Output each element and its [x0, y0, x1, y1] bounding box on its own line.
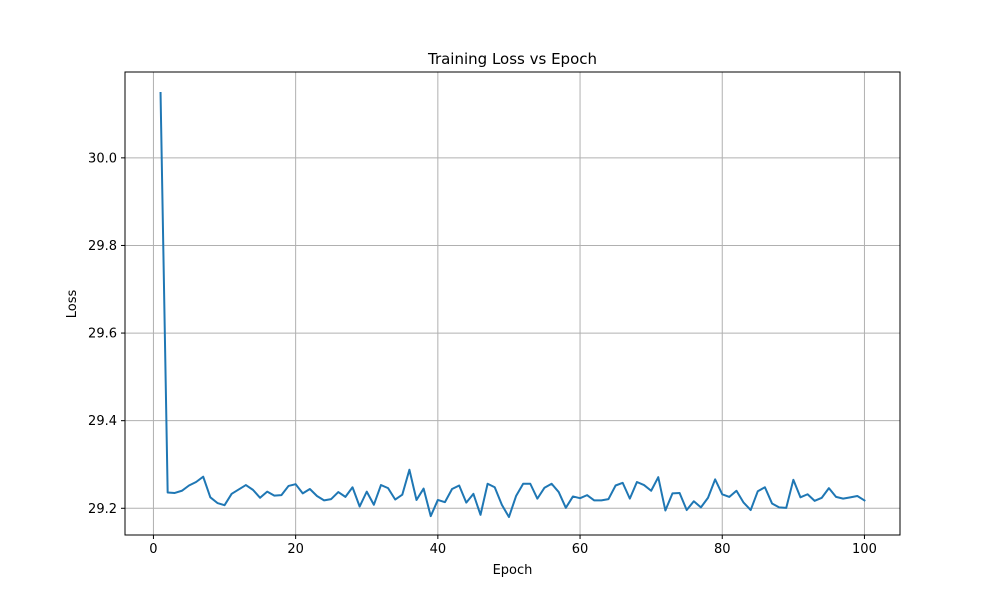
x-tick-label: 20 — [287, 542, 304, 557]
plot-frame — [124, 71, 901, 536]
grid — [125, 72, 900, 535]
loss-series-line — [159, 92, 866, 519]
x-tick-label: 100 — [852, 542, 877, 557]
x-tick-label: 60 — [572, 542, 589, 557]
y-tick-label: 30.0 — [88, 151, 117, 166]
y-tick-label: 29.8 — [88, 239, 117, 254]
chart-title: Training Loss vs Epoch — [427, 50, 597, 68]
y-tick-label: 29.6 — [88, 327, 117, 342]
x-axis: 0 20 40 60 80 100 — [149, 535, 877, 557]
y-axis-label: Loss — [65, 290, 80, 319]
y-tick-label: 29.4 — [88, 414, 117, 429]
x-tick-label: 40 — [430, 542, 447, 557]
y-axis: 29.2 29.4 29.6 29.8 30.0 — [88, 151, 125, 517]
y-tick-label: 29.2 — [88, 502, 117, 517]
x-tick-label: 0 — [149, 542, 157, 557]
x-axis-label: Epoch — [493, 563, 533, 578]
series-layer — [159, 92, 866, 519]
x-tick-label: 80 — [714, 542, 731, 557]
